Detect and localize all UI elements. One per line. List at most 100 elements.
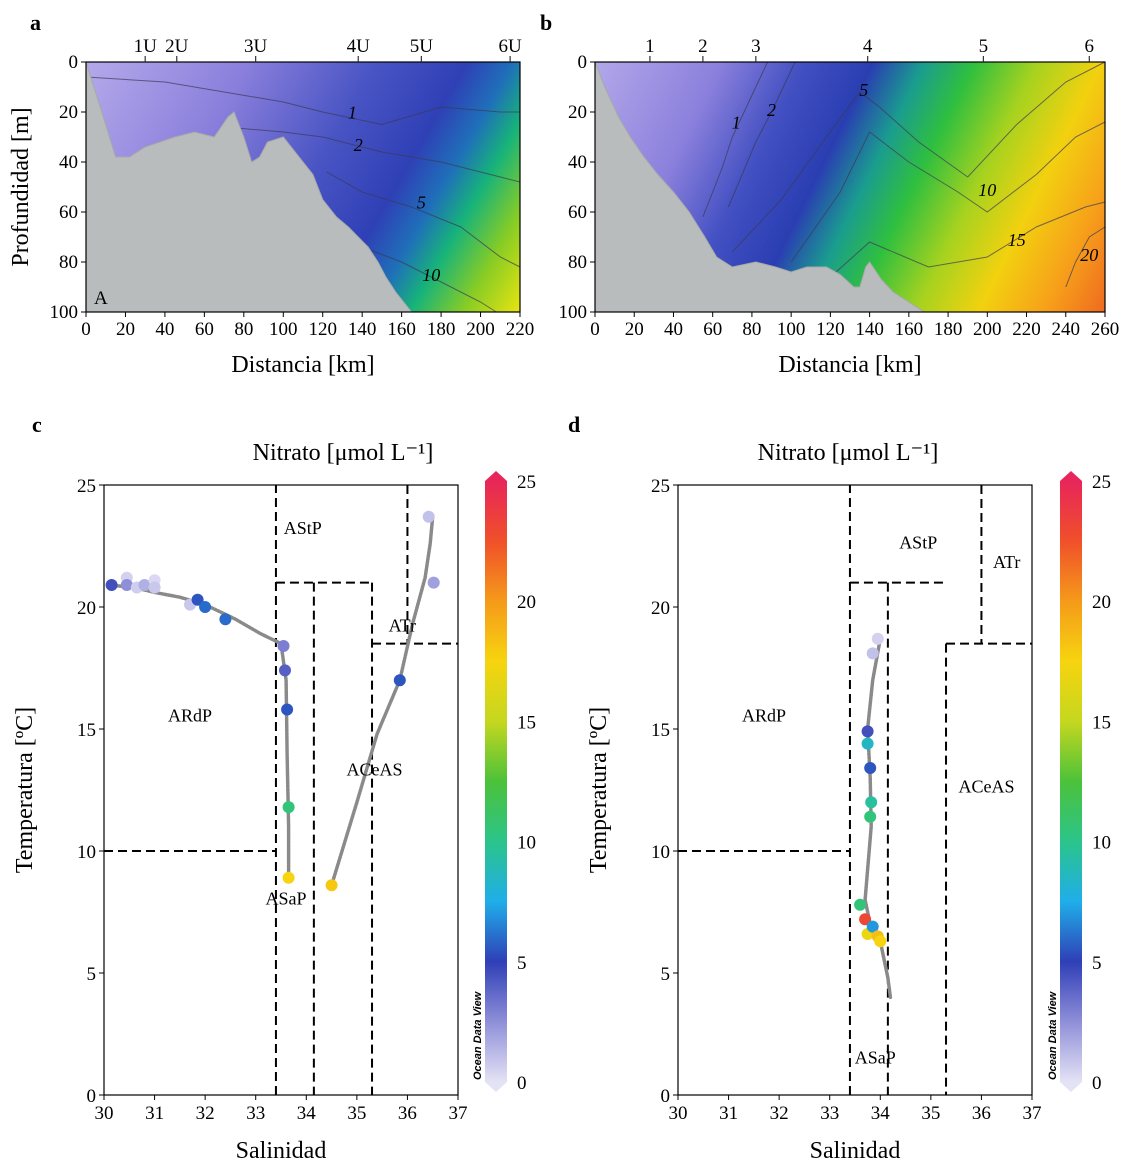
x-tick-label: 36 [398, 1103, 417, 1124]
nitrate-sample-point [874, 935, 887, 948]
x-tick-label: 160 [895, 319, 924, 340]
y-tick-label: 20 [568, 102, 587, 123]
colorbar-tick-label: 10 [517, 833, 536, 854]
y-tick-label: 60 [59, 202, 78, 223]
nitrate-sample-point [422, 510, 435, 523]
contour-line [731, 61, 1106, 253]
x-tick-label: 140 [855, 319, 884, 340]
nitrate-sample-point [859, 913, 872, 926]
x-tick-label: 60 [703, 319, 722, 340]
y-tick-label: 20 [77, 598, 96, 619]
nitrate-sample-point [854, 898, 867, 911]
x-axis-title: Salinidad [810, 1138, 901, 1164]
contour-line [85, 76, 520, 126]
plot-frame-c [103, 484, 459, 1096]
colorbar-tick-label: 10 [1092, 833, 1111, 854]
nitrate-sample-point [864, 762, 877, 774]
ctd-trace [863, 636, 893, 1000]
contour-label: 2 [767, 100, 776, 120]
contour-label: 5 [859, 80, 868, 100]
station-label: 1U [134, 36, 158, 57]
contour-label: 10 [978, 180, 996, 200]
y-tick-label: 15 [651, 720, 670, 741]
x-tick-label: 100 [777, 319, 806, 340]
water-mass-label: ATr [389, 615, 416, 635]
x-tick-label: 30 [95, 1103, 114, 1124]
y-axis-title: Profundidad [m] [8, 107, 34, 266]
contour-line [362, 246, 497, 313]
colorbar-tick-label: 15 [1092, 712, 1111, 733]
colorbar [1060, 481, 1082, 1082]
contour-line [702, 61, 769, 218]
x-tick-label: 80 [742, 319, 761, 340]
colorbar [485, 481, 507, 1082]
x-tick-label: 37 [1023, 1103, 1042, 1124]
y-tick-label: 100 [50, 302, 79, 323]
x-axis-title: Salinidad [236, 1138, 327, 1164]
x-tick-label: 20 [116, 319, 135, 340]
x-tick-label: 200 [466, 319, 495, 340]
x-tick-label: 160 [387, 319, 416, 340]
x-tick-label: 120 [308, 319, 337, 340]
station-label: 3U [244, 36, 268, 57]
water-mass-label: ARdP [742, 706, 786, 726]
x-tick-label: 100 [269, 319, 298, 340]
nitrate-sample-point [105, 579, 118, 591]
x-tick-label: 33 [820, 1103, 839, 1124]
y-tick-label: 10 [651, 842, 670, 863]
y-tick-label: 0 [87, 1086, 97, 1107]
x-tick-label: 220 [1012, 319, 1041, 340]
x-tick-label: 220 [506, 319, 535, 340]
colorbar-tick-label: 20 [517, 592, 536, 613]
x-tick-label: 34 [871, 1103, 891, 1124]
water-mass-label: ACeAS [958, 776, 1014, 796]
contour-label: 1 [348, 103, 357, 123]
contour-label: 10 [422, 265, 440, 285]
contour-line [326, 171, 521, 268]
water-mass-label: AStP [899, 532, 937, 552]
colorbar-min-arrow [1060, 1082, 1082, 1092]
nitrate-sample-point [281, 703, 294, 716]
plot-frame-d [677, 484, 1033, 1096]
nitrate-sample-point [138, 579, 151, 591]
station-label: 6U [499, 36, 523, 57]
contour-label: 5 [417, 193, 426, 213]
contour-line [727, 61, 796, 208]
nitrate-sample-point [864, 810, 877, 823]
nitrate-sample-point [865, 796, 878, 809]
colorbar-tick-label: 5 [1092, 953, 1102, 974]
nitrate-sample-point [219, 613, 232, 626]
ocean-data-view-watermark: Ocean Data View [472, 990, 484, 1080]
colorbar-max-arrow [485, 471, 507, 481]
panel-label-d: d [568, 412, 580, 437]
y-tick-label: 0 [69, 52, 79, 73]
colorbar-title: Nitrato [μmol L⁻¹] [758, 440, 939, 466]
panel-label-a: a [30, 10, 41, 35]
colorbar-title: Nitrato [μmol L⁻¹] [253, 440, 434, 466]
colorbar-max-arrow [1060, 471, 1082, 481]
x-tick-label: 180 [934, 319, 963, 340]
y-tick-label: 0 [578, 52, 588, 73]
y-tick-label: 80 [568, 252, 587, 273]
x-axis-title: Distancia [km] [778, 352, 921, 378]
nitrate-sample-point [282, 801, 295, 814]
station-label: 6 [1085, 36, 1095, 57]
nitrate-sample-point [325, 879, 338, 892]
x-tick-label: 30 [669, 1103, 688, 1124]
nitrate-sample-point [199, 601, 212, 613]
x-tick-label: 31 [719, 1103, 738, 1124]
contour-label: 15 [1008, 230, 1026, 250]
nitrate-sample-point [866, 647, 879, 660]
station-label: 4 [863, 36, 873, 57]
x-tick-label: 200 [973, 319, 1002, 340]
y-tick-label: 10 [77, 842, 96, 863]
nitrate-sample-point [282, 871, 295, 884]
y-tick-label: 5 [87, 964, 97, 985]
x-tick-label: 40 [664, 319, 683, 340]
nitrate-sample-point [866, 920, 879, 933]
colorbar-min-arrow [485, 1082, 507, 1092]
colorbar-tick-label: 15 [517, 712, 536, 733]
water-mass-label: ARdP [168, 706, 212, 726]
contour-label: 20 [1080, 245, 1098, 265]
